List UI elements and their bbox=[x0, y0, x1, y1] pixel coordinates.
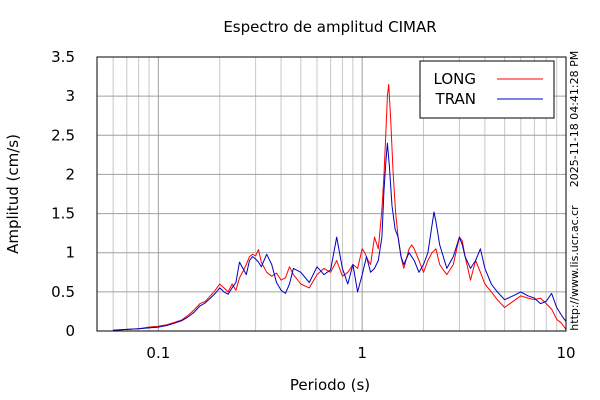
y-tick-label: 3 bbox=[65, 87, 75, 105]
y-tick-label: 1 bbox=[65, 244, 75, 262]
tick-labels: 0.1 1 10 0 0.5 1 1.5 2 2.5 3 3.5 bbox=[51, 48, 575, 362]
timestamp-text: 2025-11-18 04:41:28 PM bbox=[568, 51, 581, 187]
series-layer bbox=[113, 83, 567, 331]
x-tick-label: 1 bbox=[357, 344, 367, 362]
x-tick-label: 0.1 bbox=[146, 344, 170, 362]
x-tick-label: 10 bbox=[556, 344, 575, 362]
plot-frame bbox=[96, 56, 567, 332]
chart-title: Espectro de amplitud CIMAR bbox=[223, 18, 436, 36]
y-tick-label: 0 bbox=[65, 322, 75, 340]
y-tick-label: 1.5 bbox=[51, 205, 75, 223]
y-tick-label: 2.5 bbox=[51, 126, 75, 144]
url-text: http://www.lis.ucr.ac.cr bbox=[568, 205, 581, 331]
legend-box bbox=[419, 60, 555, 119]
legend-label-long: LONG bbox=[434, 70, 476, 88]
y-tick-label: 3.5 bbox=[51, 48, 75, 66]
y-axis-label: Amplitud (cm/s) bbox=[4, 134, 22, 254]
x-axis-label: Periodo (s) bbox=[290, 376, 370, 394]
series-line-tran bbox=[113, 142, 567, 331]
y-tick-label: 2 bbox=[65, 165, 75, 183]
y-tick-label: 0.5 bbox=[51, 283, 75, 301]
legend: LONG TRAN bbox=[419, 60, 555, 119]
legend-label-tran: TRAN bbox=[435, 90, 476, 108]
